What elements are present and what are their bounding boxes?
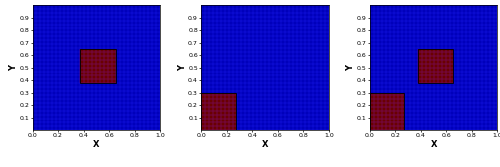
X-axis label: X: X <box>262 140 268 149</box>
Y-axis label: Y: Y <box>178 65 186 71</box>
Bar <box>370 93 404 130</box>
Bar <box>418 49 453 83</box>
Bar <box>418 49 453 83</box>
X-axis label: X: X <box>93 140 100 149</box>
Bar <box>370 93 404 130</box>
X-axis label: X: X <box>430 140 437 149</box>
Y-axis label: Y: Y <box>346 65 356 71</box>
Bar <box>80 49 116 83</box>
Bar <box>201 93 235 130</box>
Bar <box>80 49 116 83</box>
Bar <box>201 93 235 130</box>
Y-axis label: Y: Y <box>9 65 18 71</box>
